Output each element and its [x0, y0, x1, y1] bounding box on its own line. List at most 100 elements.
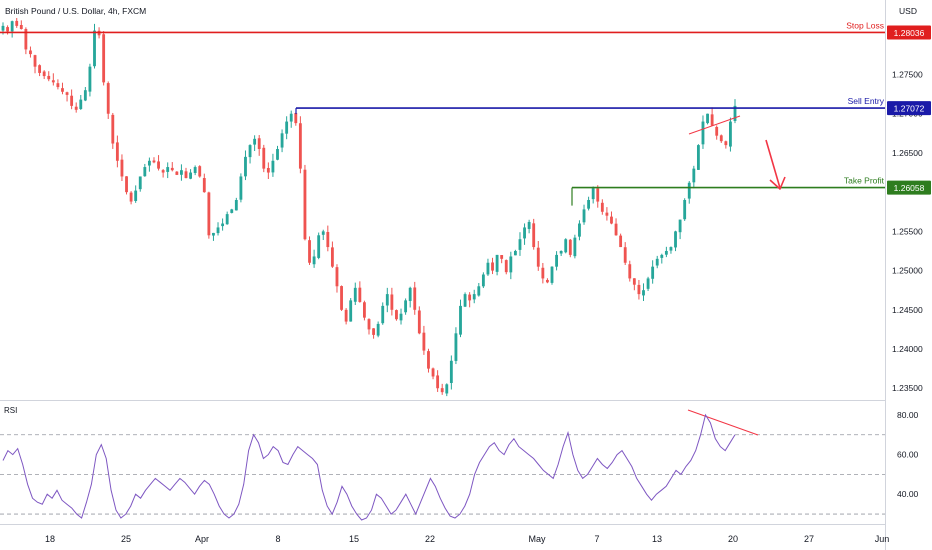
candle-body	[463, 294, 467, 307]
rsi-line	[2, 413, 736, 521]
candle-body	[427, 351, 430, 369]
candle-body	[504, 260, 508, 273]
candle-body	[532, 223, 536, 248]
candle-body	[687, 182, 691, 199]
level-badge	[887, 25, 931, 40]
candle-body	[170, 167, 174, 171]
candle-body	[257, 138, 261, 150]
candle-body	[408, 287, 412, 301]
candle-body	[266, 167, 270, 173]
currency-label[interactable]: USD	[899, 6, 917, 16]
candle-body	[733, 105, 737, 121]
candle-body	[546, 279, 549, 283]
candle-body	[93, 30, 96, 67]
candle-body	[660, 254, 664, 258]
time-tick-label: 22	[425, 534, 435, 544]
price-tick-label: 1.27500	[892, 70, 923, 80]
candle-body	[262, 147, 266, 169]
candle-body	[120, 159, 124, 177]
candle-body	[134, 190, 138, 201]
candle-body	[234, 200, 238, 211]
candle-body	[335, 267, 339, 287]
candle-body	[651, 266, 655, 279]
candle-body	[646, 278, 650, 289]
price-tick-label: 1.25500	[892, 226, 923, 236]
candle-body	[500, 255, 504, 259]
candle-body	[29, 50, 32, 55]
rsi-series	[2, 413, 736, 521]
candle-body	[495, 254, 499, 272]
candle-body	[244, 156, 247, 177]
candle-body	[143, 167, 147, 177]
candle-body	[541, 267, 545, 279]
candle-body	[138, 176, 142, 190]
candle-body	[303, 169, 307, 240]
time-axis: 18 25 Apr 8 15 22 May 7 13 20 27 Jun	[45, 534, 889, 544]
candle-body	[129, 192, 133, 202]
candle-body	[79, 99, 83, 109]
candle-body	[477, 286, 481, 296]
candle-body	[10, 21, 14, 32]
rsi-divergence-line	[687, 409, 759, 436]
candle-body	[395, 310, 398, 320]
candle-body	[513, 250, 517, 256]
down-arrow-icon	[769, 176, 786, 190]
candle-body	[683, 200, 687, 220]
candle-body	[550, 266, 554, 283]
level-badge	[887, 180, 931, 195]
candle-body	[417, 310, 421, 334]
candle-body	[308, 240, 311, 263]
candle-body	[527, 221, 531, 229]
candle-body	[47, 75, 51, 80]
candle-body	[152, 160, 156, 163]
candle-body	[38, 65, 42, 73]
down-arrow-shaft	[765, 139, 781, 189]
candle-body	[445, 384, 449, 394]
candle-body	[674, 231, 677, 248]
candle-body	[692, 168, 696, 183]
candle-body	[710, 114, 714, 126]
candle-body	[312, 256, 316, 265]
candle-body	[42, 71, 46, 77]
candle-body	[202, 178, 206, 193]
candle-body	[207, 192, 211, 236]
candle-body	[614, 223, 618, 236]
candle-body	[724, 141, 728, 146]
candle-body	[587, 200, 591, 209]
time-tick-label: 27	[804, 534, 814, 544]
candle-body	[15, 20, 19, 26]
candle-body	[216, 227, 220, 234]
candle-body	[56, 83, 60, 88]
candle-body	[481, 274, 485, 287]
candle-body	[729, 121, 732, 147]
candle-body	[289, 113, 293, 122]
candle-body	[642, 290, 645, 296]
candle-body	[33, 55, 37, 67]
rsi-axis: 80.00 60.00 40.00	[897, 410, 919, 499]
candle-body	[115, 142, 119, 161]
time-tick-label: 20	[728, 534, 738, 544]
candle-body	[664, 250, 668, 255]
candle-body	[413, 287, 417, 310]
candle-body	[298, 123, 302, 169]
level-label: Stop Loss	[846, 20, 884, 30]
candle-body	[358, 287, 362, 302]
level-badge-value: 1.26058	[894, 183, 925, 193]
candle-body	[628, 264, 632, 279]
symbol-title: British Pound / U.S. Dollar, 4h, FXCM	[5, 6, 146, 16]
candle-body	[6, 27, 9, 32]
time-tick-label: Jun	[875, 534, 890, 544]
candle-body	[719, 135, 723, 142]
trade-levels: Stop Loss Sell Entry Take Profit	[0, 20, 885, 206]
candle-body	[70, 95, 74, 106]
price-axis: 1.275001.270001.265001.255001.250001.245…	[892, 70, 923, 394]
candle-body	[349, 300, 353, 322]
candle-body	[486, 262, 490, 275]
candle-body	[706, 113, 709, 124]
candle-body	[83, 90, 87, 101]
time-tick-label: Apr	[195, 534, 209, 544]
candle-body	[239, 176, 243, 200]
candle-body	[330, 247, 334, 267]
candle-body	[111, 114, 115, 144]
candle-body	[221, 223, 225, 227]
